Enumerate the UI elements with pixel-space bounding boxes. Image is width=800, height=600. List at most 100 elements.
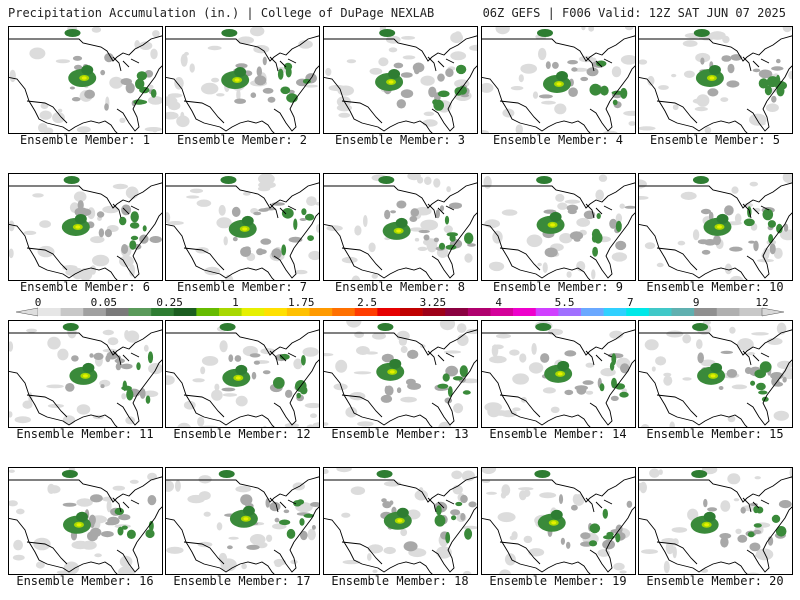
ensemble-member-map (165, 26, 320, 134)
colorbar-swatch (739, 308, 763, 316)
precipitation-map (482, 321, 635, 427)
colorbar-tick-label: 12 (755, 296, 769, 309)
colorbar-swatch (400, 308, 423, 316)
ensemble-member-map (638, 467, 793, 575)
ensemble-member-label: Ensemble Member: 10 (646, 280, 784, 294)
ensemble-member-map (481, 467, 636, 575)
ensemble-member-map (8, 467, 163, 575)
colorbar-tick-label: 5.5 (554, 296, 575, 309)
colorbar-swatch (377, 308, 401, 316)
colorbar-swatch (151, 308, 175, 316)
colorbar-swatch (535, 308, 559, 316)
colorbar-swatch (490, 308, 514, 316)
colorbar-tick-label: 2.5 (357, 296, 378, 309)
ensemble-member-label: Ensemble Member: 1 (19, 133, 151, 147)
colorbar-swatch (241, 308, 265, 316)
ensemble-member-map (481, 26, 636, 134)
colorbar-swatch (558, 308, 582, 316)
precipitation-map (9, 27, 162, 133)
colorbar-tick-label: 7 (627, 296, 634, 309)
ensemble-member-label: Ensemble Member: 13 (331, 427, 469, 441)
precipitation-map (166, 470, 319, 574)
ensemble-member-map (165, 173, 320, 281)
precipitation-map (482, 174, 635, 280)
precipitation-map (639, 468, 792, 574)
colorbar-tick-label: 4 (495, 296, 503, 309)
colorbar-swatch (219, 308, 242, 316)
colorbar-tick-label: 9 (692, 296, 700, 309)
ensemble-member-label: Ensemble Member: 17 (173, 574, 311, 588)
model-run-info: 06Z GEFS | F006 Valid: 12Z SAT JUN 07 20… (482, 6, 786, 20)
ensemble-member-label: Ensemble Member: 7 (176, 280, 308, 294)
precipitation-map (9, 323, 162, 427)
ensemble-member-map (323, 320, 478, 428)
colorbar-swatch (60, 308, 84, 316)
precipitation-map (324, 321, 477, 427)
colorbar-swatch (128, 308, 152, 316)
ensemble-member-map (165, 320, 320, 428)
ensemble-member-label: Ensemble Member: 11 (16, 427, 154, 441)
colorbar-swatch (445, 308, 469, 316)
ensemble-member-map (8, 320, 163, 428)
ensemble-member-label: Ensemble Member: 14 (489, 427, 627, 441)
ensemble-member-label: Ensemble Member: 18 (331, 574, 469, 588)
precipitation-map (9, 468, 162, 574)
colorbar-swatch (196, 308, 220, 316)
ensemble-member-map (165, 467, 320, 575)
colorbar-tick-label: 3.25 (419, 296, 447, 309)
precipitation-map (166, 323, 319, 427)
precipitation-map (166, 27, 319, 133)
ensemble-member-map (638, 320, 793, 428)
colorbar-swatch (716, 308, 740, 316)
colorbar-tick-label: 1 (232, 296, 239, 309)
ensemble-member-map (481, 320, 636, 428)
ensemble-member-label: Ensemble Member: 12 (173, 427, 311, 441)
colorbar-swatch (671, 308, 695, 316)
colorbar-tick-label: 0 (34, 296, 42, 309)
map-title: Precipitation Accumulation (in.) | Colle… (8, 6, 435, 20)
colorbar-swatch (603, 308, 627, 316)
colorbar-swatch (354, 308, 378, 316)
colorbar-tick-label: 0.25 (156, 296, 183, 309)
colorbar-scale (15, 307, 785, 317)
ensemble-member-label: Ensemble Member: 16 (16, 574, 154, 588)
ensemble-member-label: Ensemble Member: 4 (492, 133, 624, 147)
precipitation-map (639, 27, 792, 133)
colorbar-swatch (38, 308, 61, 316)
colorbar-min-arrow (15, 307, 39, 317)
ensemble-member-map (638, 26, 793, 134)
precipitation-map (482, 27, 635, 133)
ensemble-member-map (323, 467, 478, 575)
colorbar-swatch (467, 308, 491, 316)
colorbar-swatch (422, 308, 446, 316)
ensemble-member-map (638, 173, 793, 281)
precipitation-colorbar: 0 0.05 0.25 1 1.75 2.5 3.25 4 5.5 7 9 12 (0, 296, 800, 320)
ensemble-member-label: Ensemble Member: 5 (649, 133, 781, 147)
precipitation-map (482, 468, 635, 574)
colorbar-swatch (626, 308, 650, 316)
ensemble-member-map (8, 173, 163, 281)
precipitation-map (639, 174, 792, 280)
colorbar-swatch (332, 308, 356, 316)
ensemble-member-label: Ensemble Member: 20 (646, 574, 784, 588)
ensemble-member-label: Ensemble Member: 2 (176, 133, 308, 147)
colorbar-swatch (648, 308, 672, 316)
ensemble-member-label: Ensemble Member: 9 (492, 280, 624, 294)
ensemble-member-label: Ensemble Member: 19 (489, 574, 627, 588)
colorbar-swatch (105, 308, 129, 316)
colorbar-swatch (286, 308, 310, 316)
precipitation-map (639, 321, 792, 427)
precipitation-map (324, 174, 477, 280)
precipitation-map (324, 468, 477, 574)
colorbar-swatch (264, 308, 288, 316)
colorbar-max-arrow (761, 307, 785, 317)
ensemble-member-label: Ensemble Member: 6 (19, 280, 151, 294)
colorbar-swatch (694, 308, 718, 316)
ensemble-member-label: Ensemble Member: 3 (334, 133, 466, 147)
ensemble-member-label: Ensemble Member: 8 (334, 280, 466, 294)
ensemble-member-map (8, 26, 163, 134)
colorbar-tick-label: 1.75 (288, 296, 315, 309)
ensemble-member-map (323, 26, 478, 134)
precipitation-map (324, 27, 477, 133)
colorbar-swatch (173, 308, 197, 316)
